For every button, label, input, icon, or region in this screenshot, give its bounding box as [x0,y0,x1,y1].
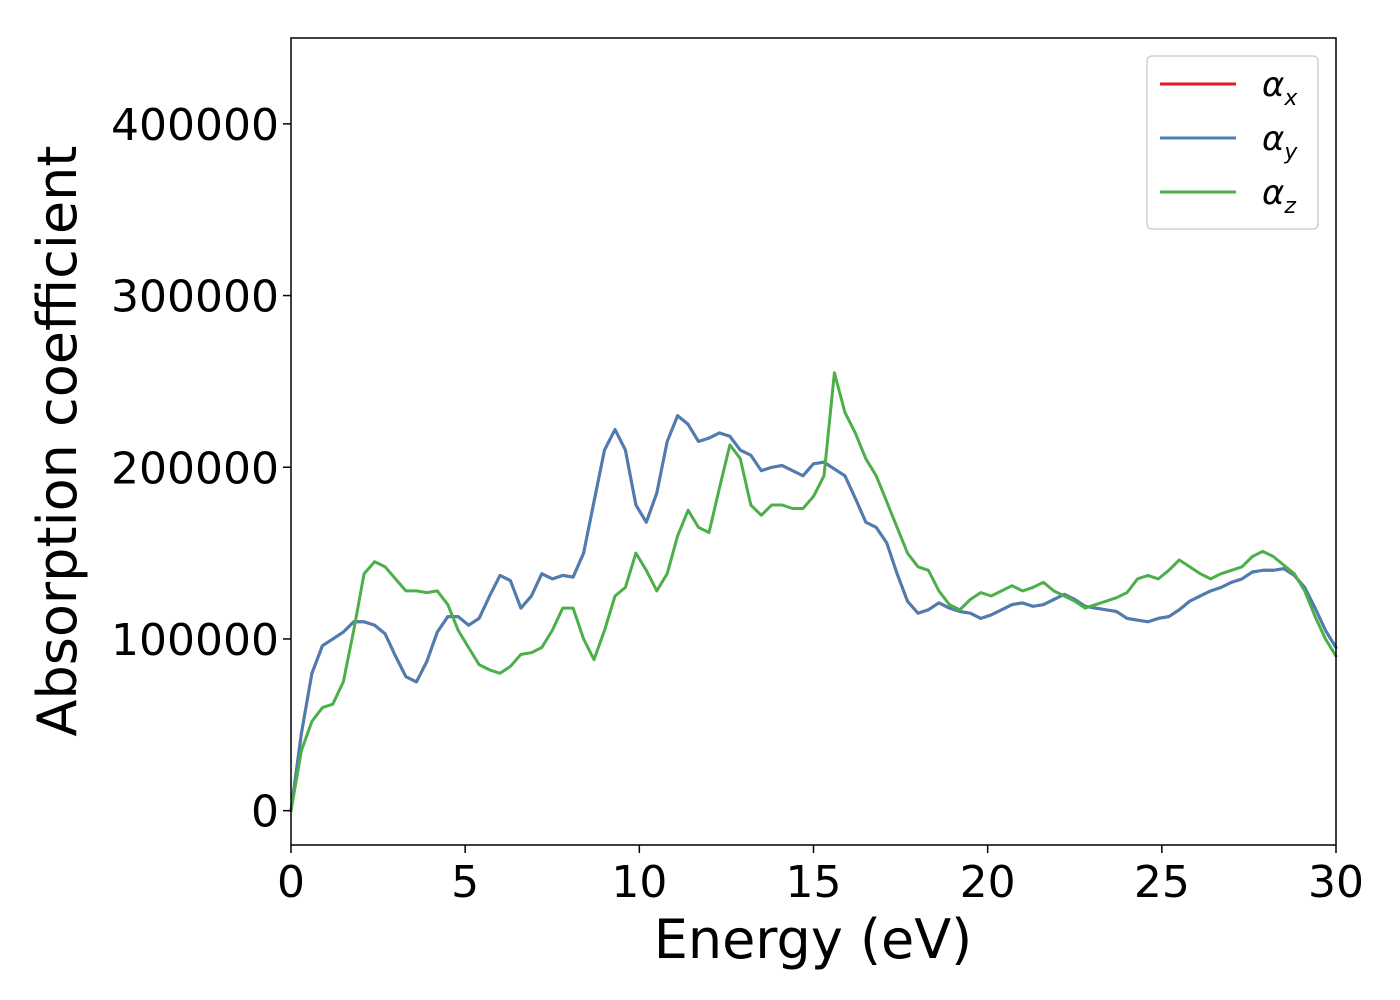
y-tick-label: 300000 [111,272,279,323]
x-tick-label: 0 [277,857,305,908]
y-tick-label: 400000 [111,100,279,151]
y-tick-label: 100000 [111,615,279,666]
x-tick-label: 15 [786,857,842,908]
x-tick-label: 5 [451,857,479,908]
x-axis-title: Energy (eV) [654,908,973,971]
legend-label-z: αz [1262,173,1296,219]
x-tick-label: 20 [960,857,1016,908]
x-axis-ticks: 0 5 10 15 20 25 30 [277,845,1364,908]
y-axis-ticks: 0 100000 200000 300000 400000 [111,100,291,838]
y-tick-label: 200000 [111,443,279,494]
legend-label-x: αx [1262,65,1298,111]
series-line-z [289,371,1338,813]
series-line-x [289,414,1338,813]
y-tick-label: 0 [251,787,279,838]
legend-label-y: αy [1262,119,1298,165]
series-lines [289,371,1338,813]
x-tick-label: 30 [1308,857,1364,908]
legend: αx αy αz [1146,55,1319,230]
x-tick-label: 10 [611,857,667,908]
y-axis-title: Absorption coefficient [26,146,89,737]
legend-box [1146,55,1319,230]
x-tick-label: 25 [1134,857,1190,908]
series-line-y [289,414,1338,813]
